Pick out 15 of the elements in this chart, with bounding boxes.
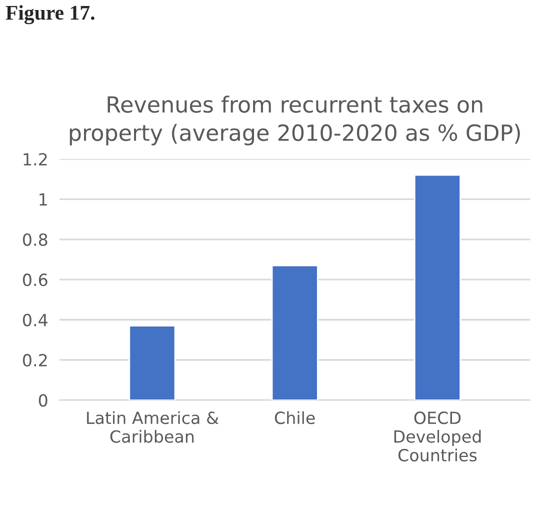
bar [414,174,461,400]
y-tick-label: 0.4 [22,314,48,326]
y-tick-label: 1.2 [24,152,47,166]
bar [271,264,318,400]
x-tick-label: Chile [274,411,315,424]
x-tick-label: Latin America & Caribbean [87,411,218,443]
x-tick-label: OECD Developed Countries [394,412,481,462]
y-tick-label: 0 [38,394,48,407]
y-tick-label: 0.6 [22,274,48,286]
y-tick-label: 1 [40,193,47,206]
y-tick-label: 0.8 [22,233,48,246]
bar [128,325,176,400]
y-tick-label: 0.2 [22,354,47,367]
chart-title: Revenues from recurrent taxes on property (average 2010-2020 as % GDP) [70,96,520,146]
caption: Figure 17. [6,5,94,24]
